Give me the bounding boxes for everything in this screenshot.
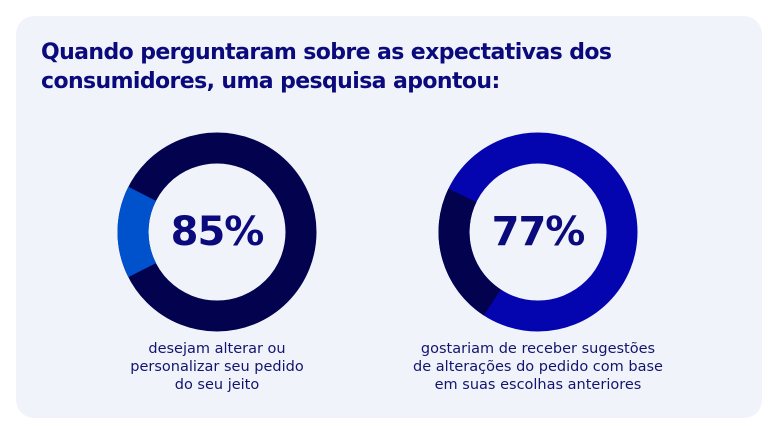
caption-line: desejam alterar ou xyxy=(148,341,286,357)
donut-chart-85: 85% xyxy=(117,132,317,332)
stat-value: 85% xyxy=(170,209,265,255)
stat-value: 77% xyxy=(491,209,586,255)
caption-line: gostariam de receber sugestões xyxy=(420,341,656,357)
caption-line: de alterações do pedido com base xyxy=(413,359,663,375)
stat-caption: desejam alterar ou personalizar seu pedi… xyxy=(117,340,317,394)
stat-caption: gostariam de receber sugestões de altera… xyxy=(378,340,698,394)
donut-ring xyxy=(117,132,317,332)
headline: Quando perguntaram sobre as expectativas… xyxy=(41,38,641,96)
headline-line-2: consumidores, uma pesquisa apontou: xyxy=(41,69,500,94)
donut-ring xyxy=(438,132,638,332)
headline-line-1: Quando perguntaram sobre as expectativas… xyxy=(41,40,612,65)
caption-line: em suas escolhas anteriores xyxy=(434,377,642,393)
caption-line: personalizar seu pedido xyxy=(130,359,304,375)
caption-line: do seu jeito xyxy=(174,377,260,393)
donut-chart-77: 77% xyxy=(438,132,638,332)
